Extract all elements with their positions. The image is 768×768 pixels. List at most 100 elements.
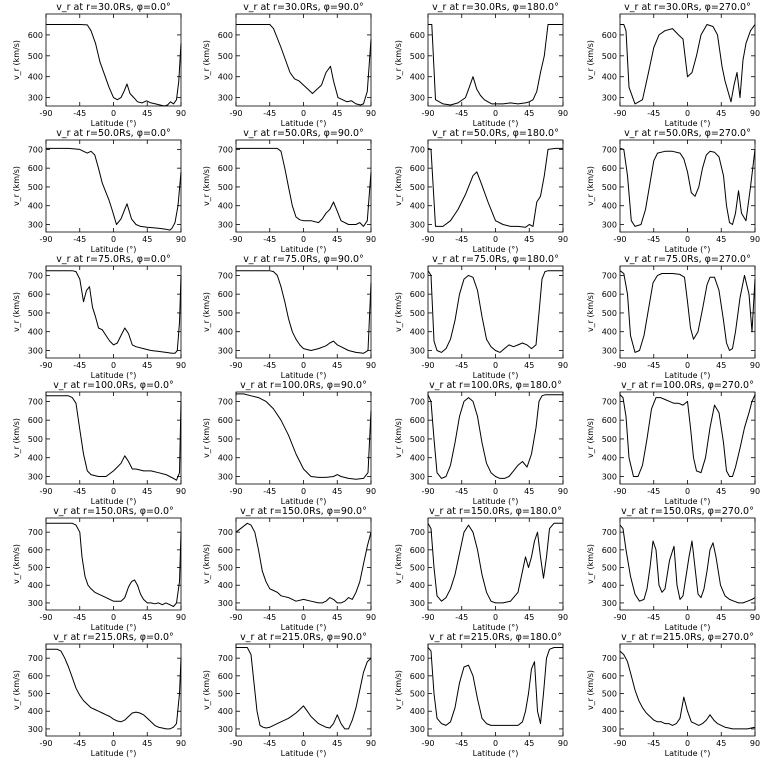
y-axis-label: v_r (km/s) [202, 292, 211, 332]
x-tick-label: 90 [366, 739, 376, 748]
y-tick-label: 600 [602, 164, 617, 173]
panel-title: v_r at r=100.0Rs, φ=90.0° [240, 380, 367, 391]
x-tick-label: -45 [73, 487, 86, 496]
panel: v_r at r=50.0Rs, φ=90.0° -90 -45 0 45 90 300 40… [202, 128, 376, 254]
x-tick-label: 45 [332, 361, 342, 370]
y-tick-label: 400 [410, 73, 425, 82]
vr-series-line [619, 270, 756, 353]
y-tick-label: 500 [28, 564, 43, 573]
y-axis-label: v_r (km/s) [586, 40, 595, 80]
y-tick-label: 600 [602, 416, 617, 425]
x-tick-label: 90 [750, 487, 760, 496]
x-axis-label: Latitude (°) [473, 497, 519, 506]
y-axis-label: v_r (km/s) [202, 40, 211, 80]
y-tick-label: 600 [218, 672, 233, 681]
x-tick-label: -45 [647, 235, 660, 244]
panel-title: v_r at r=150.0Rs, φ=180.0° [429, 506, 562, 517]
x-tick-label: 45 [332, 487, 342, 496]
y-tick-label: 700 [410, 528, 425, 537]
y-axis-label: v_r (km/s) [586, 166, 595, 206]
y-axis-label: v_r (km/s) [586, 670, 595, 710]
panel: v_r at r=100.0Rs, φ=0.0° -90 -45 0 45 90 300 40… [12, 380, 186, 506]
x-tick-label: 45 [524, 235, 534, 244]
x-tick-label: -90 [421, 361, 434, 370]
x-tick-label: 0 [301, 487, 306, 496]
x-axis-label: Latitude (°) [665, 119, 711, 128]
x-tick-label: 0 [685, 613, 690, 622]
y-tick-label: 600 [28, 31, 43, 40]
vr-series-line [46, 522, 182, 607]
y-tick-label: 700 [602, 271, 617, 280]
x-tick-label: -45 [455, 487, 468, 496]
panel: v_r at r=150.0Rs, φ=180.0° -90 -45 0 45 90 300… [394, 506, 568, 632]
y-tick-label: 700 [602, 397, 617, 406]
x-tick-label: 45 [142, 487, 152, 496]
vr-series-line [46, 648, 182, 730]
y-tick-label: 700 [410, 271, 425, 280]
y-tick-label: 700 [410, 397, 425, 406]
x-axis-label: Latitude (°) [665, 497, 711, 506]
y-tick-label: 600 [602, 672, 617, 681]
y-tick-label: 300 [28, 346, 43, 355]
y-tick-label: 400 [218, 73, 233, 82]
x-axis-label: Latitude (°) [473, 119, 519, 128]
vr-series-line [235, 522, 372, 604]
x-tick-label: -90 [613, 235, 626, 244]
y-tick-label: 600 [218, 290, 233, 299]
x-tick-label: 90 [366, 487, 376, 496]
y-tick-label: 600 [28, 546, 43, 555]
vr-series-line [619, 650, 756, 730]
y-tick-label: 600 [602, 290, 617, 299]
panel-title: v_r at r=215.0Rs, φ=0.0° [53, 632, 174, 643]
x-tick-label: -90 [39, 109, 52, 118]
x-tick-label: -45 [455, 739, 468, 748]
y-axis-label: v_r (km/s) [394, 166, 403, 206]
x-tick-label: 90 [366, 109, 376, 118]
y-tick-label: 300 [218, 220, 233, 229]
x-tick-label: 45 [142, 739, 152, 748]
y-tick-label: 300 [28, 472, 43, 481]
y-axis-label: v_r (km/s) [202, 166, 211, 206]
x-tick-label: 0 [301, 361, 306, 370]
x-axis-label: Latitude (°) [91, 245, 137, 254]
panel-title: v_r at r=30.0Rs, φ=0.0° [56, 2, 171, 13]
x-tick-label: 45 [716, 109, 726, 118]
y-tick-label: 400 [218, 454, 233, 463]
x-tick-label: 45 [524, 613, 534, 622]
x-tick-label: 90 [558, 361, 568, 370]
x-tick-label: 0 [111, 613, 116, 622]
y-tick-label: 500 [28, 309, 43, 318]
x-tick-label: 90 [750, 613, 760, 622]
y-tick-label: 400 [410, 581, 425, 590]
y-tick-label: 400 [218, 202, 233, 211]
panel-title: v_r at r=100.0Rs, φ=180.0° [429, 380, 562, 391]
y-tick-label: 400 [28, 581, 43, 590]
x-tick-label: 0 [493, 739, 498, 748]
panel: v_r at r=30.0Rs, φ=180.0° -90 -45 0 45 90 300 4… [394, 2, 568, 128]
x-tick-label: 0 [111, 739, 116, 748]
x-tick-label: -90 [229, 109, 242, 118]
vr-series-line [427, 147, 563, 228]
y-tick-label: 400 [410, 328, 425, 337]
y-tick-label: 400 [410, 454, 425, 463]
panel: v_r at r=75.0Rs, φ=0.0° -90 -45 0 45 90 300 400… [12, 254, 186, 380]
x-tick-label: -45 [455, 361, 468, 370]
x-tick-label: 90 [558, 109, 568, 118]
y-tick-label: 300 [218, 346, 233, 355]
x-tick-label: 0 [685, 361, 690, 370]
y-tick-label: 700 [602, 528, 617, 537]
y-tick-label: 400 [28, 454, 43, 463]
panel: v_r at r=215.0Rs, φ=180.0° -90 -45 0 45 90 300… [394, 632, 568, 758]
x-tick-label: 0 [493, 109, 498, 118]
x-tick-label: 90 [558, 487, 568, 496]
vr-series-line [427, 522, 563, 604]
x-axis-label: Latitude (°) [281, 749, 327, 758]
x-tick-label: 0 [111, 487, 116, 496]
x-tick-label: -45 [73, 739, 86, 748]
y-axis-label: v_r (km/s) [12, 544, 21, 584]
x-axis-label: Latitude (°) [665, 245, 711, 254]
y-tick-label: 700 [28, 397, 43, 406]
panel: v_r at r=75.0Rs, φ=90.0° -90 -45 0 45 90 300 40… [202, 254, 376, 380]
y-tick-label: 600 [410, 290, 425, 299]
x-tick-label: -90 [39, 361, 52, 370]
